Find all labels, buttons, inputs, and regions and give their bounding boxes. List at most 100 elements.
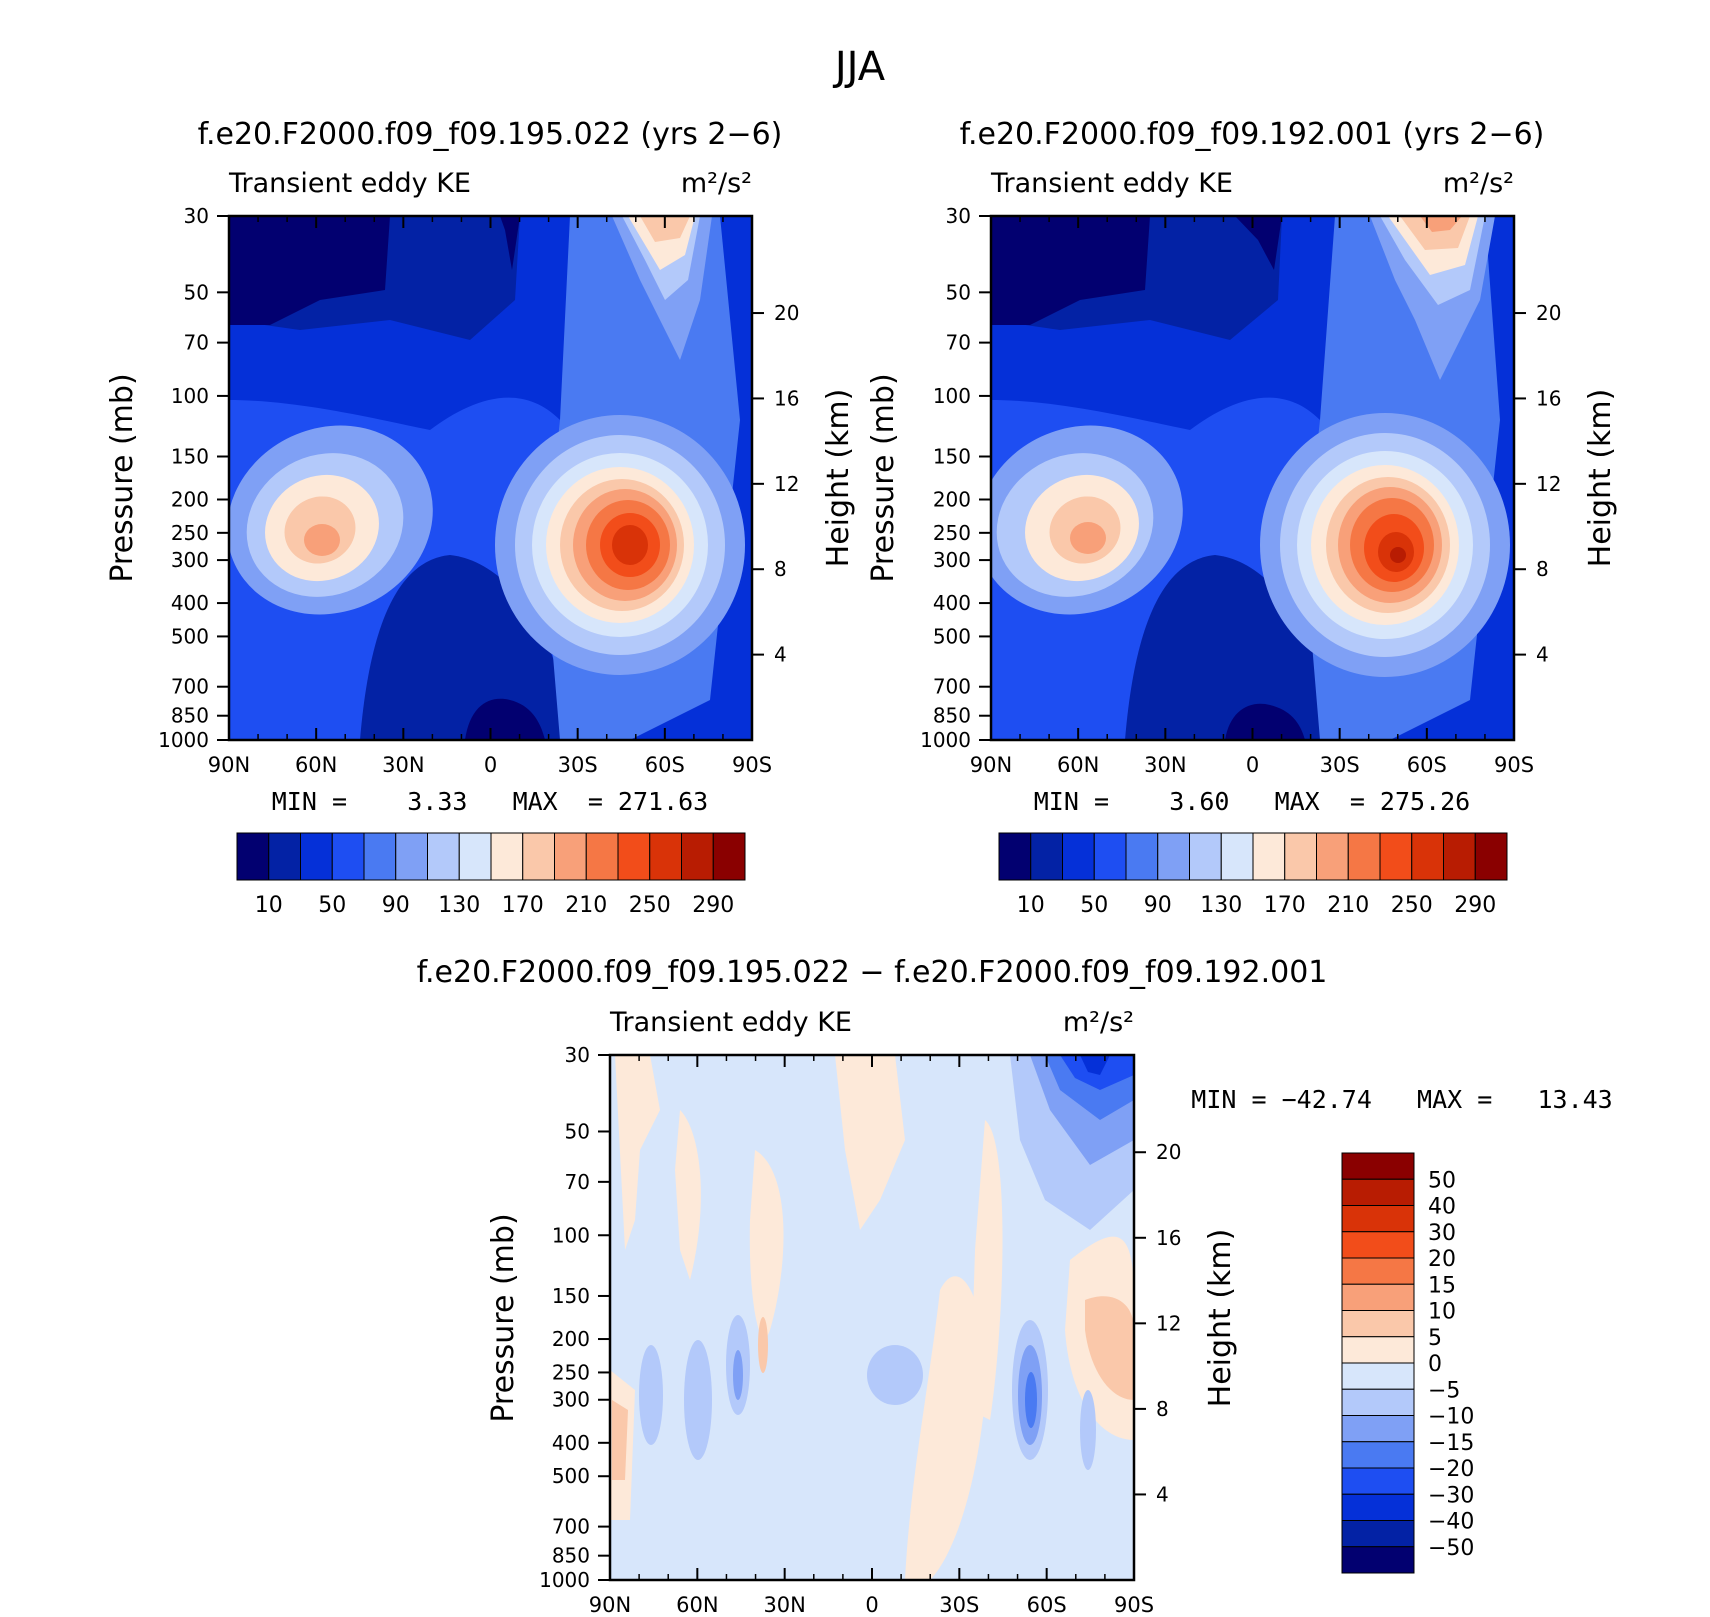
y-tick-label: 50 (946, 280, 971, 304)
panel3-stats: MIN = −42.74 MAX = 13.43 (1191, 1085, 1612, 1114)
x-tick-label: 90N (589, 1593, 631, 1617)
y2-tick-label: 8 (774, 557, 787, 581)
colorbar-label: 210 (1327, 893, 1369, 918)
y-tick-label: 150 (933, 445, 971, 469)
diff-colorbar-swatch (1341, 1467, 1415, 1495)
colorbar-label: 170 (502, 893, 544, 918)
y-tick-label: 300 (552, 1388, 590, 1412)
y-tick-label: 250 (171, 521, 209, 545)
diff-colorbar-label: −50 (1428, 1536, 1474, 1561)
y-tick-label: 400 (171, 591, 209, 615)
panel3-pos-strip-2 (675, 1110, 701, 1280)
y-tick-label: 100 (933, 384, 971, 408)
colorbar-swatch (522, 832, 555, 881)
colorbar-swatch (427, 832, 460, 881)
y-tick-label: 50 (184, 280, 209, 304)
x-tick-label: 30S (558, 753, 598, 777)
y-tick-label: 300 (171, 548, 209, 572)
y-tick-label: 700 (552, 1515, 590, 1539)
diff-colorbar-label: 50 (1428, 1168, 1456, 1193)
y-tick-label: 500 (933, 624, 971, 648)
y-tick-label: 150 (171, 445, 209, 469)
diff-colorbar-swatch (1341, 1178, 1415, 1206)
panel2-units: m²/s² (1443, 168, 1514, 199)
y-tick-label: 70 (565, 1170, 590, 1194)
panel1-bottom-darkest (465, 698, 545, 740)
panel2-upper-darkest-strip (1235, 216, 1282, 270)
panel3-ylabel: Pressure (mb) (486, 1213, 521, 1422)
panel2-bottom-darkest (1225, 703, 1305, 740)
y-tick-label: 30 (946, 204, 971, 228)
panel3-pos-core-2 (612, 1400, 628, 1480)
colorbar-swatch (363, 832, 397, 881)
colorbar-swatch (998, 832, 1032, 881)
diff-colorbar-swatch (1341, 1493, 1415, 1521)
panel3-neg-blob-4 (639, 1345, 663, 1445)
diff-colorbar-swatch (1341, 1205, 1415, 1233)
colorbar-label: 250 (1391, 893, 1433, 918)
x-tick-label: 90S (732, 753, 772, 777)
y-tick-label: 500 (552, 1464, 590, 1488)
colorbar-swatch (1189, 832, 1222, 881)
colorbar-label: 10 (255, 893, 283, 918)
colorbar-label: 130 (438, 893, 480, 918)
diff-colorbar-swatch (1341, 1520, 1415, 1548)
colorbar-swatch (1284, 832, 1317, 881)
y2-tick-label: 12 (774, 472, 799, 496)
panel2-field (991, 216, 1514, 740)
colorbar-label: 170 (1264, 893, 1306, 918)
diff-colorbar-swatch (1341, 1546, 1415, 1574)
colorbar-swatch (268, 832, 301, 881)
y-tick-label: 300 (933, 548, 971, 572)
panel3-pos-strip-1 (615, 1055, 660, 1250)
colorbar-swatch (1443, 832, 1476, 881)
diff-colorbar-swatch (1341, 1283, 1415, 1311)
y-tick-label: 200 (171, 487, 209, 511)
diff-colorbar-swatch (1341, 1152, 1415, 1180)
y2-tick-label: 16 (1536, 386, 1561, 410)
x-tick-label: 60N (676, 1593, 718, 1617)
x-tick-label: 0 (1246, 753, 1259, 777)
y-tick-label: 400 (933, 591, 971, 615)
colorbar-swatch (300, 832, 333, 881)
diff-colorbar-label: −30 (1428, 1483, 1474, 1508)
colorbar-swatch (1220, 832, 1254, 881)
panel2-stats: MIN = 3.60 MAX = 275.26 (1034, 787, 1471, 816)
x-tick-label: 30N (382, 753, 424, 777)
panel3-neg-blob-9 (1080, 1390, 1096, 1470)
colorbar-label: 290 (692, 893, 734, 918)
colorbar-swatch (1474, 832, 1508, 881)
diff-colorbar-label: −20 (1428, 1457, 1474, 1482)
x-tick-label: 90S (1114, 1593, 1154, 1617)
y2-tick-label: 8 (1536, 557, 1549, 581)
diff-colorbar-label: 10 (1428, 1300, 1456, 1325)
colorbar-label: 90 (382, 893, 410, 918)
panel1-field (229, 216, 752, 740)
y2-tick-label: 20 (1156, 1140, 1181, 1164)
colorbar-swatch (1125, 832, 1159, 881)
x-tick-label: 60S (645, 753, 685, 777)
y-tick-label: 850 (171, 704, 209, 728)
y-tick-label: 1000 (158, 728, 209, 752)
colorbar-label: 90 (1144, 893, 1172, 918)
colorbar-label: 130 (1200, 893, 1242, 918)
x-tick-label: 60S (1027, 1593, 1067, 1617)
colorbar-swatch (681, 832, 714, 881)
main-title: JJA (832, 44, 886, 90)
diff-colorbar-label: 40 (1428, 1195, 1456, 1220)
colorbar-swatch (331, 832, 365, 881)
y-tick-label: 30 (565, 1043, 590, 1067)
diff-colorbar-label: −5 (1428, 1378, 1460, 1403)
y-tick-label: 500 (171, 624, 209, 648)
panel2-upper-darkest (991, 216, 1150, 325)
y2-tick-label: 8 (1156, 1397, 1169, 1421)
y-tick-label: 1000 (920, 728, 971, 752)
colorbar-swatch (1252, 832, 1286, 881)
diff-colorbar-swatch (1341, 1388, 1415, 1416)
y-tick-label: 850 (552, 1544, 590, 1568)
colorbar-swatch (1093, 832, 1127, 881)
axes-layer: 90N 60N 30N 0 30S 60S 90S 30 50 70 100 150 200 250 300… (158, 204, 1561, 1617)
x-tick-label: 30S (1320, 753, 1360, 777)
panel1-upper-darkest-strip (500, 216, 520, 270)
